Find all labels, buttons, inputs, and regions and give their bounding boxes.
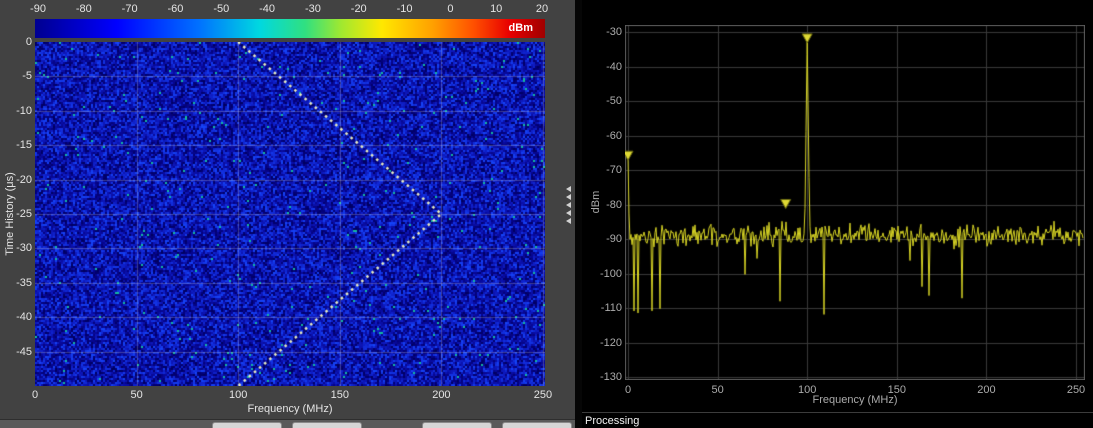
tick-label: -120 xyxy=(599,336,622,349)
tick-label: -20 xyxy=(350,3,367,15)
toolbar-button-3[interactable] xyxy=(422,422,492,428)
tick-label: 0 xyxy=(25,36,32,48)
tick-label: -130 xyxy=(599,371,622,383)
tick-label: -40 xyxy=(259,3,276,15)
left-arrow-icon xyxy=(566,210,571,216)
tick-label: 0 xyxy=(447,3,454,15)
tick-label: -90 xyxy=(30,3,46,15)
tick-label: -15 xyxy=(16,139,32,152)
tick-label: -10 xyxy=(396,3,413,15)
tick-label: -5 xyxy=(22,70,32,83)
panel-splitter[interactable] xyxy=(575,0,582,428)
tick-label: 200 xyxy=(432,389,451,401)
left-arrow-icon xyxy=(566,194,571,200)
status-bar: Processing xyxy=(582,412,1093,428)
toolbar-button-1[interactable] xyxy=(212,422,282,428)
spectrogram-plot[interactable] xyxy=(35,42,545,386)
left-arrow-icon xyxy=(566,202,571,208)
spectrum-y-axis-label: dBm xyxy=(590,190,602,214)
toolbar-button-4[interactable] xyxy=(502,422,572,428)
left-arrow-icon xyxy=(566,218,571,224)
tick-label: -40 xyxy=(16,311,32,324)
tick-label: 250 xyxy=(1066,384,1086,396)
colorbar-unit-label: dBm xyxy=(508,22,533,34)
tick-label: -60 xyxy=(606,129,622,142)
tick-label: 200 xyxy=(977,384,996,396)
tick-label: 10 xyxy=(490,3,503,15)
tick-label: 0 xyxy=(624,384,632,396)
toolbar-button-2[interactable] xyxy=(292,422,362,428)
tick-label: -80 xyxy=(75,3,92,15)
tick-label: 150 xyxy=(330,389,349,401)
tick-label: -90 xyxy=(606,233,622,245)
status-text: Processing xyxy=(585,415,640,427)
tick-label: 100 xyxy=(229,389,248,401)
tick-label: -70 xyxy=(606,164,622,176)
tick-label: 50 xyxy=(130,389,143,401)
tick-label: 20 xyxy=(535,3,549,15)
tick-label: 250 xyxy=(533,389,553,401)
tick-label: -50 xyxy=(213,3,230,15)
tick-label: -110 xyxy=(600,302,622,314)
tick-label: -40 xyxy=(606,60,622,73)
spectrogram-x-axis-label: Frequency (MHz) xyxy=(247,403,333,415)
spectrum-x-axis-label: Frequency (MHz) xyxy=(812,394,898,406)
tick-label: 0 xyxy=(31,389,39,401)
tick-label: -10 xyxy=(16,104,32,117)
bottom-toolbar xyxy=(0,419,575,428)
spectrogram-y-axis-label: Time History (μs) xyxy=(4,172,16,256)
tick-label: -70 xyxy=(121,3,138,15)
tick-label: -30 xyxy=(606,26,622,38)
tick-label: 50 xyxy=(711,384,724,396)
tick-label: -35 xyxy=(16,276,32,289)
tick-label: -30 xyxy=(304,3,321,15)
tick-label: -50 xyxy=(606,95,622,107)
spectrogram-panel: -90 -80 -70 -60 -50 -40 -30 -20 -10 0 10 20 dBm 0 -5… xyxy=(0,3,575,428)
tick-label: -45 xyxy=(16,345,32,358)
tick-label: -100 xyxy=(599,267,622,280)
left-arrow-icon xyxy=(566,186,571,192)
colorbar-gradient: dBm xyxy=(35,19,545,38)
tick-label: -60 xyxy=(167,3,184,15)
splitter-collapse-arrows[interactable] xyxy=(566,184,574,226)
spectrum-plot[interactable] xyxy=(625,25,1085,380)
